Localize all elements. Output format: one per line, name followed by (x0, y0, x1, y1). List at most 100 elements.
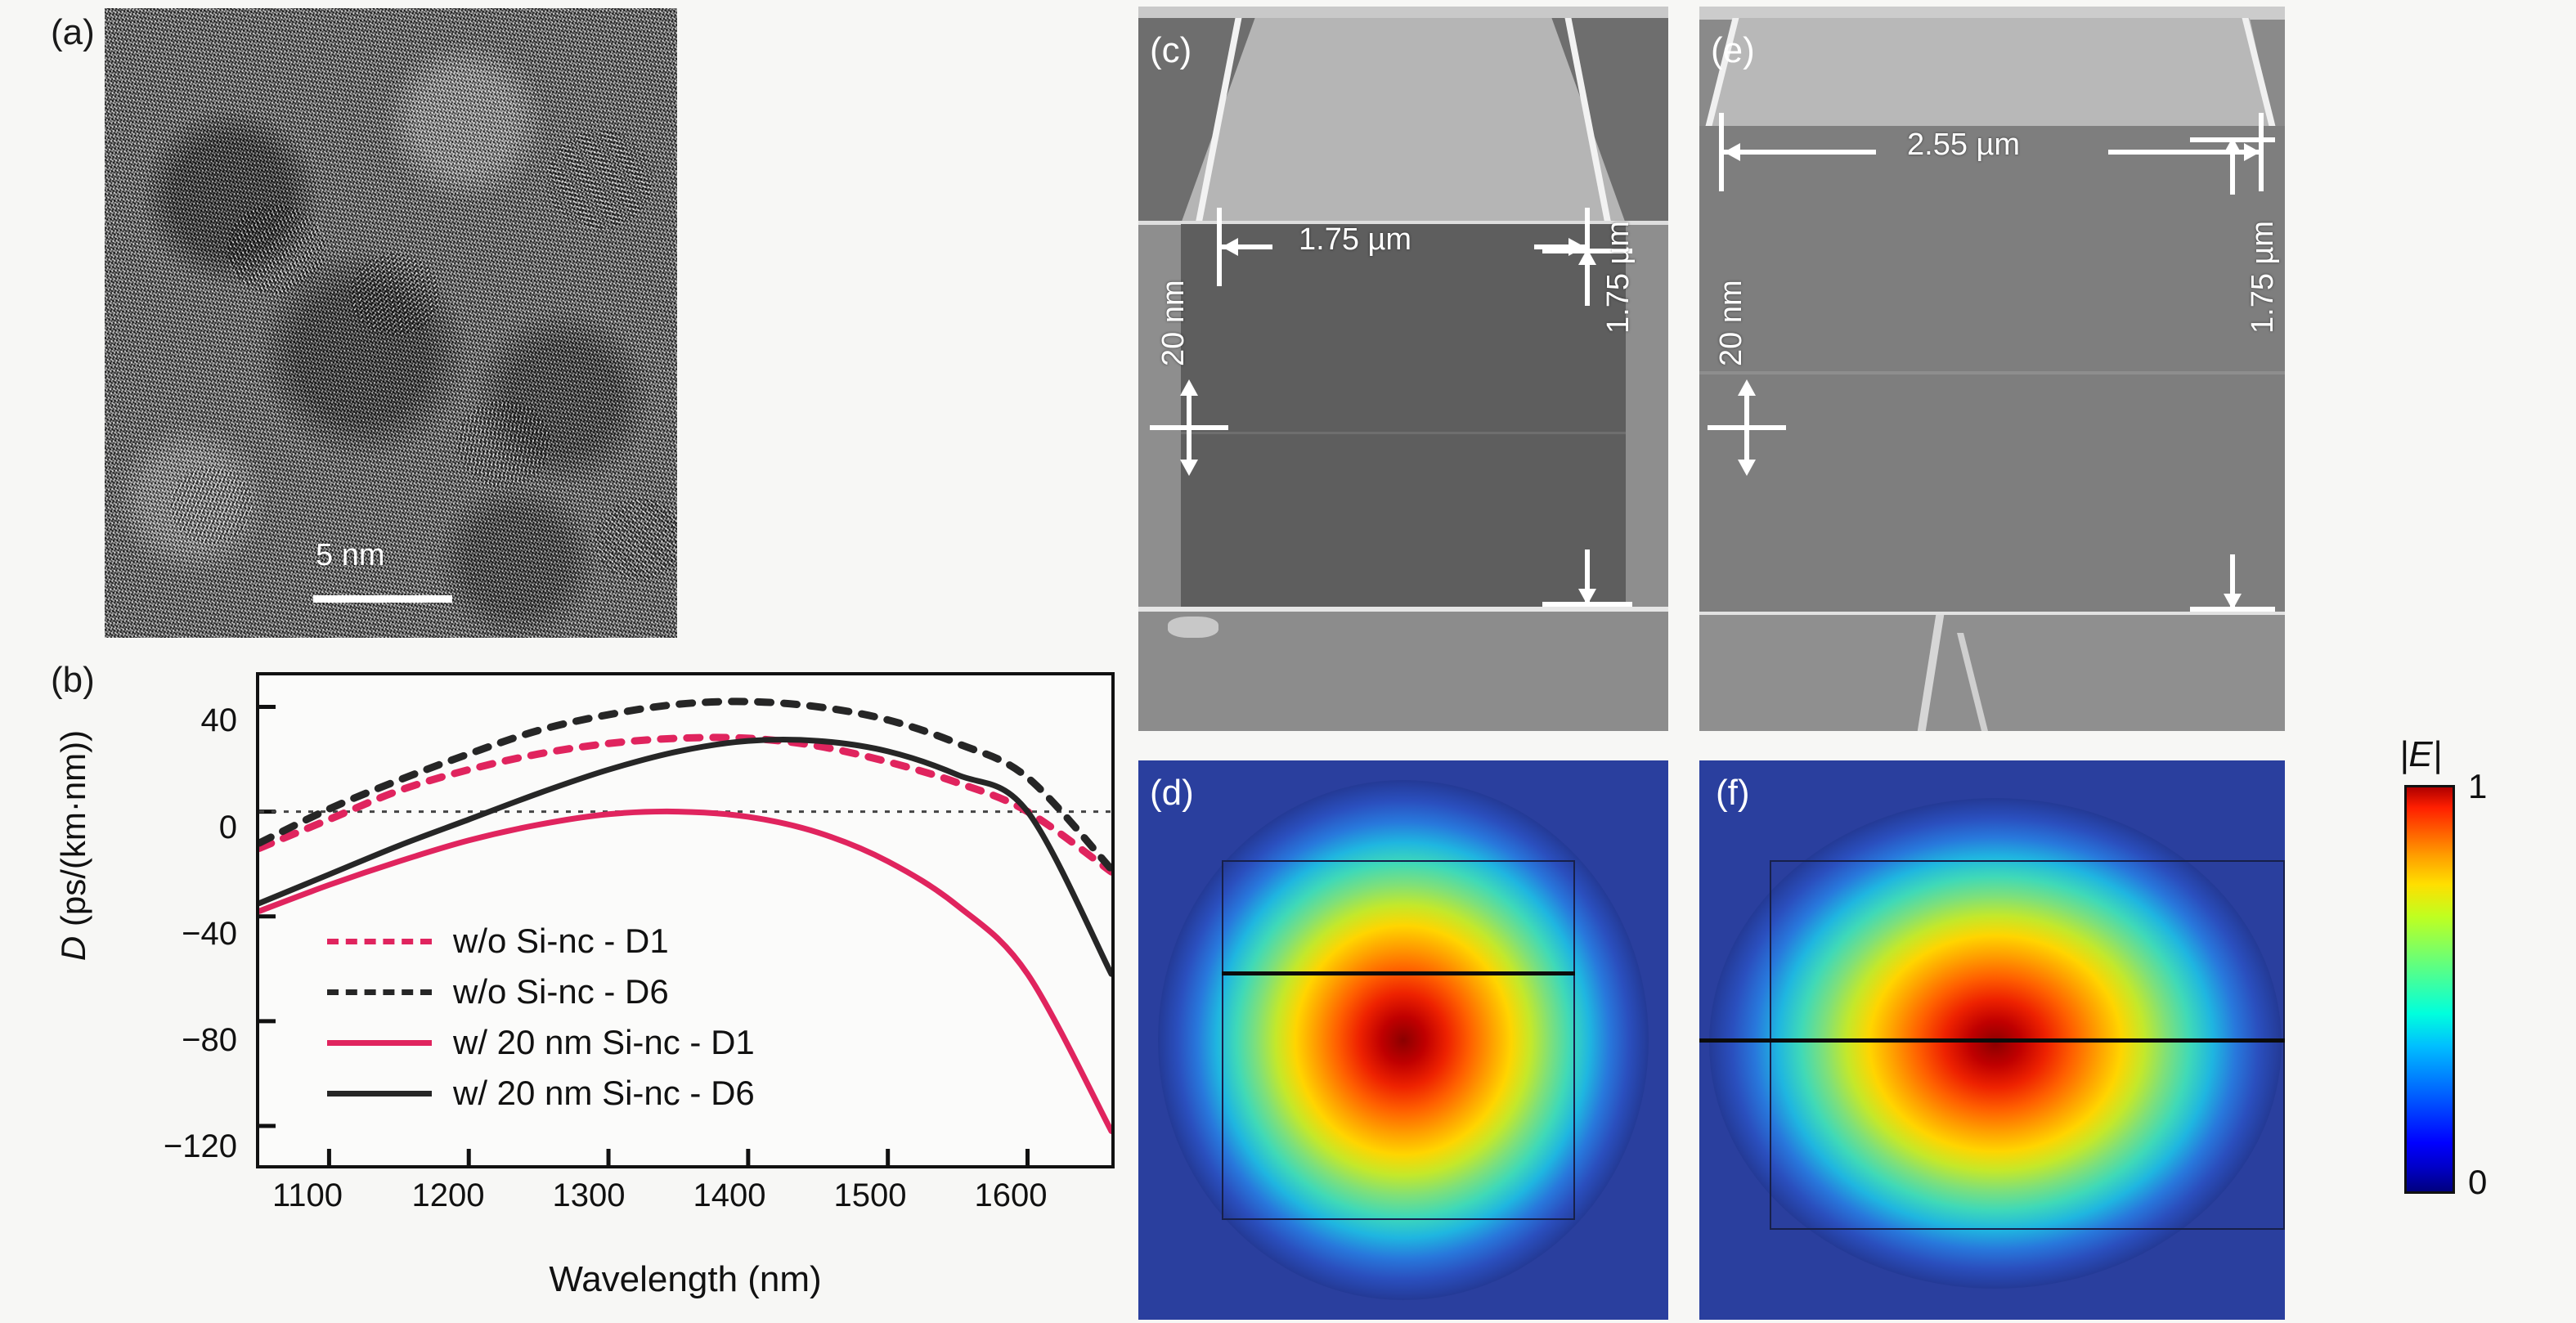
core-bottom-edge (1138, 607, 1668, 612)
width-left-arrow (1724, 150, 1876, 155)
ridge-base-line (1138, 221, 1668, 225)
width-left-arrowhead (1222, 238, 1238, 256)
panel-b-letter: (b) (51, 660, 95, 700)
nanocrystal-lattice-fringe (456, 401, 550, 487)
substrate-debris (1168, 617, 1218, 638)
nanocrystal-lattice-fringe (595, 499, 677, 581)
width-dimension-label: 1.75 µm (1299, 222, 1412, 257)
mode-field-d (1138, 760, 1668, 1320)
width-left-arrow (1222, 244, 1272, 249)
y-tick-label: −80 (182, 1022, 237, 1058)
legend-label: w/o Si-nc - D1 (453, 922, 669, 960)
x-tick-label: 1200 (411, 1177, 485, 1213)
colorbar-title: |E| (2399, 734, 2443, 774)
width-right-cap (2259, 113, 2264, 191)
si-nc-layer-line (1181, 432, 1626, 434)
layer-thickness-label: 20 nm (1714, 280, 1748, 366)
legend-swatch (327, 1090, 432, 1097)
core-bottom-edge (1699, 612, 2285, 617)
dispersion-curves (259, 697, 1111, 1165)
height-top-arrowhead (2224, 137, 2242, 154)
width-right-arrowhead (2244, 143, 2260, 161)
curve-group (259, 697, 1111, 1134)
height-top-arrowhead (1578, 249, 1596, 265)
layer-cap (1150, 425, 1228, 430)
layer-down-arrowhead (1738, 460, 1756, 476)
x-tick-label: 1400 (693, 1177, 766, 1213)
waveguide-outline (1770, 860, 2285, 1230)
legend-item: w/ 20 nm Si-nc - D6 (327, 1068, 755, 1119)
legend-label: w/ 20 nm Si-nc - D6 (453, 1074, 755, 1112)
layer-down-arrowhead (1180, 460, 1198, 476)
si-nc-layer (1699, 1038, 2285, 1043)
y-tick-label: 40 (200, 702, 238, 738)
legend-label: w/ 20 nm Si-nc - D1 (453, 1023, 755, 1061)
colorbar-gradient (2404, 785, 2455, 1194)
height-bottom-arrowhead (2224, 594, 2242, 610)
layer-up-arrowhead (1180, 379, 1198, 396)
panel-a-letter: (a) (51, 12, 95, 52)
height-bottom-arrow (1585, 549, 1590, 603)
width-left-arrowhead (1724, 143, 1740, 161)
height-bottom-arrow (2230, 554, 2235, 608)
y-tick-label: 0 (218, 809, 237, 845)
legend-item: w/o Si-nc - D1 (327, 916, 755, 966)
height-dimension-label: 1.75 µm (1601, 220, 1636, 334)
legend-swatch (327, 989, 432, 995)
ridge-silhouette (1180, 18, 1627, 224)
layer-up-arrowhead (1738, 379, 1756, 396)
sem-top-cladding (1138, 7, 1668, 20)
x-axis-label: Wavelength (nm) (549, 1259, 822, 1299)
x-tick-label: 1600 (974, 1177, 1048, 1213)
panel-d-letter: (d) (1150, 773, 1194, 813)
sem-cross-section-panel-c: 1.75 µm 20 nm 1.75 µm (c) (1138, 7, 1668, 731)
y-tick-label: −40 (182, 916, 237, 952)
curve-w-20-nm-si-nc-d6 (259, 736, 1111, 977)
x-tick-label: 1100 (272, 1177, 343, 1213)
panel-f-letter: (f) (1716, 773, 1750, 813)
nanocrystal-lattice-fringe (350, 253, 440, 335)
layer-up-arrow (1187, 386, 1192, 427)
substrate (1138, 608, 1668, 731)
curve-w-20-nm-si-nc-d1 (259, 808, 1111, 1134)
sem-top-cladding (1699, 7, 2285, 20)
y-tick-label: −120 (163, 1128, 237, 1164)
width-right-cap (1585, 208, 1590, 286)
layer-thickness-label: 20 nm (1156, 280, 1191, 366)
si-nc-layer-line (1699, 371, 2285, 374)
mode-profile-panel-d: (d) (1138, 760, 1668, 1320)
tem-image-panel-a: 5 nm (105, 8, 677, 638)
ridge-silhouette (1711, 18, 2273, 126)
colorbar-min-label: 0 (2468, 1163, 2488, 1201)
dispersion-plot-panel-b: (b) D (ps/(km·nm)) 40 0 −40 −80 −120 110… (0, 654, 1137, 1323)
nanocrystal-lattice-fringe (170, 466, 252, 544)
si-nc-layer (1222, 971, 1575, 975)
nanocrystal-lattice-fringe (227, 204, 325, 294)
panel-c-letter: (c) (1150, 30, 1192, 70)
waveguide-core (1181, 224, 1626, 608)
x-tick-label: 1500 (833, 1177, 907, 1213)
layer-down-arrow (1187, 428, 1192, 469)
legend-swatch (327, 1039, 432, 1046)
legend-label: w/o Si-nc - D6 (453, 972, 669, 1011)
legend-swatch (327, 938, 432, 944)
height-bottom-arrowhead (1578, 589, 1596, 605)
legend-item: w/ 20 nm Si-nc - D1 (327, 1017, 755, 1068)
axis-ticks (259, 704, 1030, 1165)
layer-down-arrow (1744, 428, 1749, 469)
mode-profile-panel-f: (f) (1699, 760, 2285, 1320)
plot-legend: w/o Si-nc - D1 w/o Si-nc - D6 w/ 20 nm S… (327, 916, 755, 1119)
waveguide-core (1699, 126, 2285, 613)
nanocrystal-lattice-fringe (546, 131, 653, 229)
width-dimension-label: 2.55 µm (1907, 128, 2021, 162)
plot-axes-frame (256, 672, 1115, 1168)
width-right-arrow (2108, 150, 2260, 155)
width-left-cap (1719, 113, 1724, 191)
panel-e-letter: (e) (1711, 30, 1755, 70)
height-top-arrow (2230, 141, 2235, 195)
waveguide-outline (1222, 860, 1575, 1220)
y-axis-label: D (ps/(km·nm)) (54, 729, 92, 962)
x-tick-label: 1300 (552, 1177, 626, 1213)
width-left-cap (1217, 208, 1222, 286)
curve-w-o-si-nc-d6 (259, 697, 1111, 873)
